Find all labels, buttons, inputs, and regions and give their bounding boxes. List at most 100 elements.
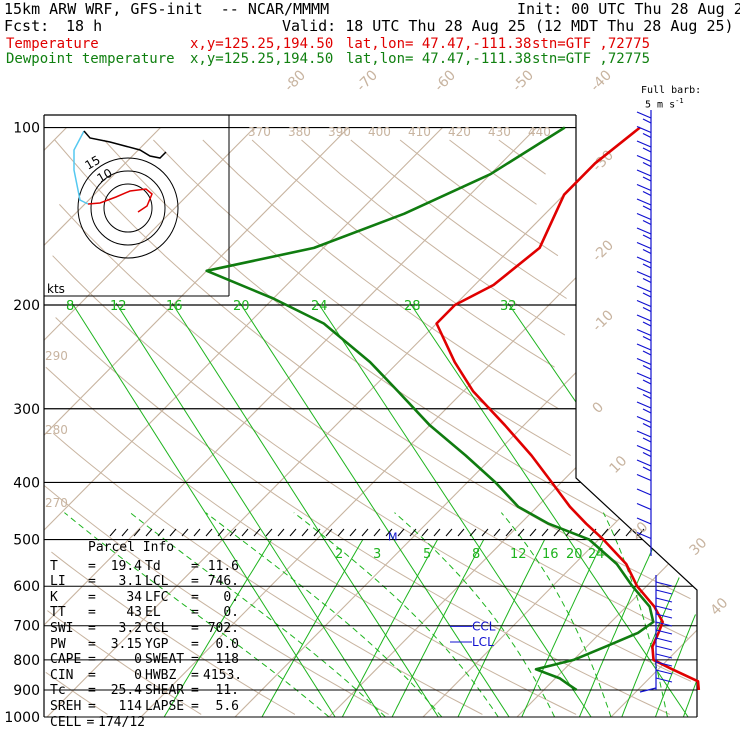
parcel-info-row: T = 19.4 Td = 11.6	[50, 559, 240, 575]
parcel-info-cell: TT = 43	[50, 605, 145, 621]
dry-adiabat-line	[202, 139, 559, 410]
hatch-mark	[241, 528, 249, 537]
isotherm-line	[44, 127, 537, 717]
parcel-param-equals: =	[88, 574, 96, 590]
wind-barbs	[636, 110, 673, 693]
parcel-param-value: 3.2	[118, 620, 142, 636]
hatch-mark	[505, 528, 513, 537]
wind-barb	[636, 154, 652, 163]
wind-barb-lower	[655, 637, 673, 643]
mixing-ratio-label-lower: 8	[472, 547, 480, 562]
isotherm-line	[328, 127, 697, 717]
mixing-ratio-label-lower: 5	[423, 547, 431, 562]
parcel-param-equals: =	[88, 683, 96, 699]
wind-barb	[642, 219, 652, 226]
dewpoint-latlon: lat,lon= 47.47,-111.38	[346, 51, 532, 67]
parcel-info-cell: CCL = 702.	[145, 621, 240, 637]
parcel-param-name: LI	[50, 574, 66, 590]
temperature-profile	[435, 126, 701, 691]
wind-barb	[636, 473, 652, 482]
hatch-mark	[169, 528, 177, 537]
dry-adiabat-line	[301, 139, 566, 336]
mixing-ratio-label-lower: 16	[542, 547, 559, 562]
wind-barb	[642, 147, 652, 153]
parcel-param-name: SWEAT	[145, 652, 185, 668]
dry-adiabat-line	[350, 139, 567, 299]
theta-label-left: 280	[45, 423, 68, 437]
mixing-ratio-label: 20	[233, 299, 250, 314]
wind-barb	[636, 227, 652, 235]
hatch-mark	[457, 528, 465, 537]
plot-frame-right	[575, 115, 698, 717]
parcel-param-value: 0.	[223, 589, 239, 605]
parcel-param-name: YGP	[145, 636, 169, 652]
hatch-mark	[409, 528, 417, 537]
lcl-marker: LCL	[472, 635, 494, 649]
parcel-param-value: 4153.	[203, 667, 243, 683]
mixing-ratio-line-upper	[171, 302, 439, 717]
isotherm-label: -10	[590, 307, 617, 334]
parcel-param-equals: =	[88, 652, 96, 668]
parcel-param-name: K	[50, 589, 58, 605]
wind-barb	[636, 488, 652, 496]
pressure-tick-label: 300	[13, 402, 40, 418]
theta-label-left: 270	[45, 496, 68, 510]
mixing-ratio-line	[457, 539, 546, 717]
wind-barb	[636, 459, 652, 467]
pressure-tick-label: 600	[13, 579, 40, 595]
isobar-lines	[43, 114, 698, 718]
hatch-mark	[553, 528, 561, 537]
mixing-ratio-label: 28	[404, 299, 421, 314]
wind-barb-lower	[655, 661, 673, 667]
parcel-param-equals: =	[191, 574, 199, 590]
moist-adiabat-line	[205, 512, 443, 717]
parcel-param-equals: =	[191, 652, 199, 668]
hodograph-ring	[103, 183, 153, 233]
hatch-mark	[385, 528, 393, 537]
parcel-info-row: LI = 3.1 LCL = 746.	[50, 574, 240, 590]
hatch-mark	[397, 528, 405, 537]
parcel-info-row: Tc = 25.4 SHEAR = 11.	[50, 683, 240, 699]
theta-label: 400	[368, 125, 391, 139]
parcel-param-name: HWBZ	[145, 667, 177, 683]
isotherm-line	[44, 127, 255, 717]
hatch-mark	[277, 528, 285, 537]
hatch-mark	[145, 528, 153, 537]
wind-barb	[642, 451, 652, 458]
parcel-info-row: CAPE = 0 SWEAT = 118	[50, 652, 240, 668]
hodograph-unit: kts	[47, 282, 65, 296]
parcel-info-row: K = 34 LFC = 0.	[50, 590, 240, 606]
wind-barb	[636, 502, 652, 511]
pressure-tick-label: 900	[13, 683, 40, 699]
theta-label: 420	[448, 125, 471, 139]
mixing-ratio-label-lower: 20	[566, 547, 583, 562]
parcel-param-name: CELL	[50, 714, 82, 730]
mixing-ratio-line-upper	[239, 302, 510, 717]
mixing-ratio-label-lower: 2	[335, 547, 343, 562]
wind-barb	[636, 314, 652, 322]
parcel-param-equals: =	[88, 605, 96, 621]
parcel-info-row: TT = 43 EL = 0.	[50, 605, 240, 621]
mixing-ratio-label: 16	[166, 299, 183, 314]
dry-adiabat-line	[52, 432, 483, 715]
mixing-ratio-label-lower: 3	[373, 547, 381, 562]
hatch-mark	[541, 528, 549, 537]
wind-barb	[642, 132, 652, 139]
mixing-ratio-line-upper	[71, 302, 336, 717]
mixing-ratio-line	[521, 539, 605, 717]
parcel-param-value: 3.15	[110, 636, 142, 652]
wind-barb	[636, 430, 652, 438]
wind-barb	[642, 422, 652, 429]
hodograph-trace-upper	[83, 130, 167, 159]
wind-barb	[642, 364, 652, 371]
wind-barb	[636, 169, 652, 177]
wind-barb	[636, 372, 652, 380]
wind-barb	[642, 393, 652, 400]
parcel-info-cell: Td = 11.6	[145, 559, 240, 575]
dry-adiabat-line	[47, 610, 202, 715]
hatch-mark	[373, 528, 381, 537]
wind-barb	[636, 212, 652, 221]
isotherm-line	[610, 127, 697, 717]
isotherm-line	[516, 127, 697, 717]
parcel-info-cell: K = 34	[50, 590, 145, 606]
